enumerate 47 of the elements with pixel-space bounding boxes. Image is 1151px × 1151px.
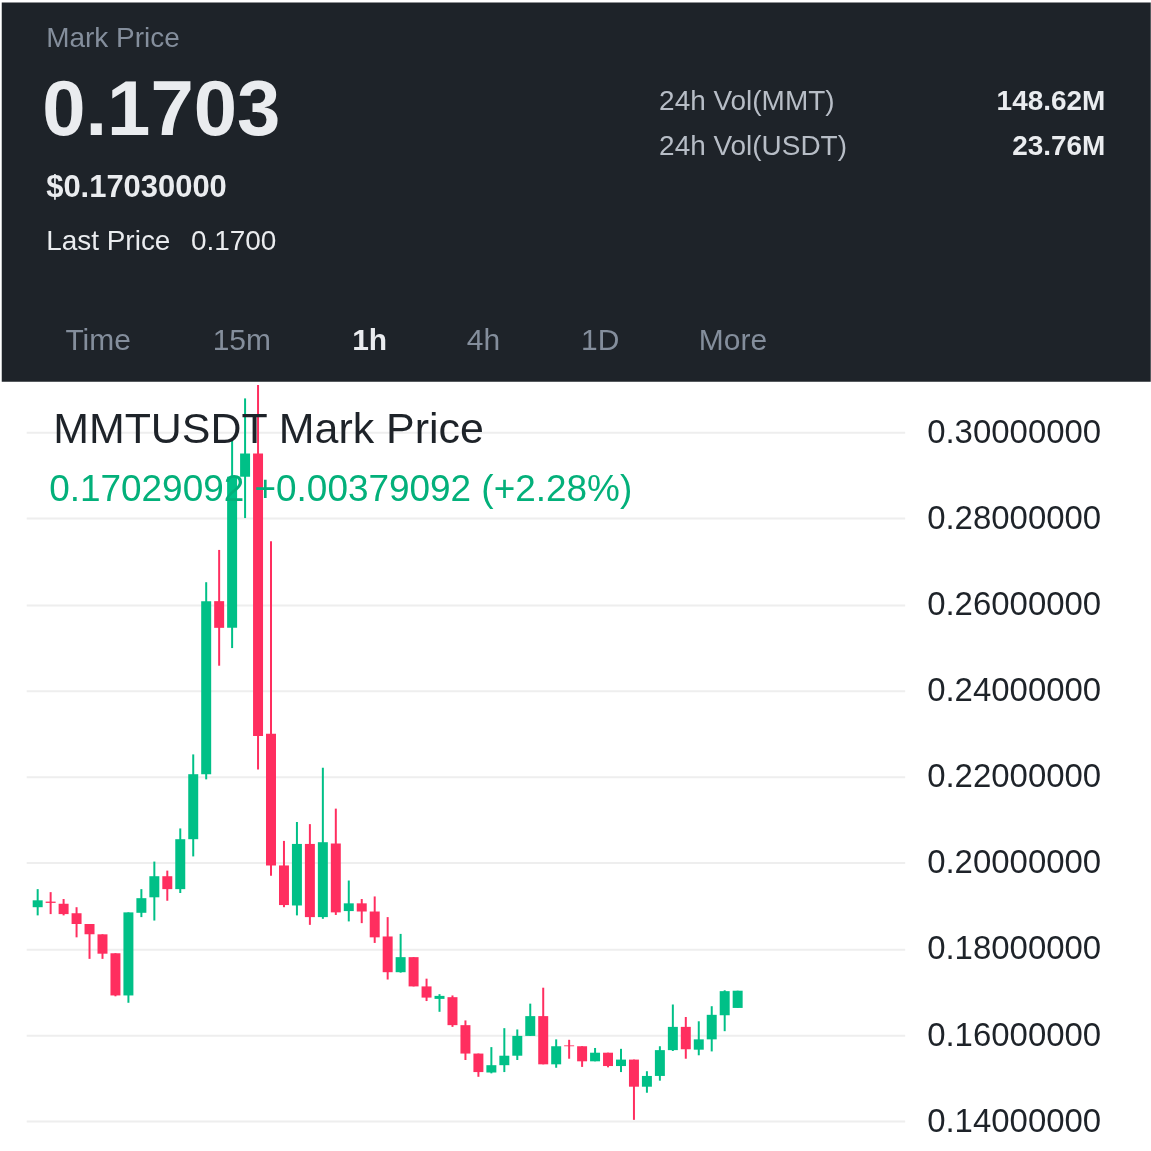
y-tick-label: 0.18000000 [927,929,1102,967]
candlestick [97,933,108,960]
y-tick-label: 0.26000000 [927,585,1102,623]
candlestick [149,860,160,922]
y-tick-label: 0.30000000 [927,412,1102,450]
candlestick [577,1045,588,1068]
candlestick [641,1070,652,1094]
y-tick-label: 0.14000000 [927,1101,1102,1139]
text: Last Price [46,224,171,256]
candlestick [356,898,367,925]
candlestick [84,923,95,960]
text: 15m [212,323,271,357]
candlestick [693,1020,704,1057]
candlestick [136,888,147,919]
candlestick [421,977,432,1003]
y-tick-label: 0.16000000 [927,1015,1102,1053]
y-tick-label: 0.24000000 [927,671,1102,709]
candlestick [343,879,354,923]
text: 4h [466,323,501,357]
text: 24h Vol(MMT) [659,84,835,116]
candlestick [512,1028,523,1062]
text: 1h [352,323,388,357]
text: 0.1700 [190,224,277,256]
candlestick [395,932,406,974]
candlestick [551,1038,562,1069]
candlestick [616,1047,626,1074]
candlestick [564,1038,575,1060]
text: More [698,323,768,357]
text: Mark Price [46,21,180,53]
y-tick-label: 0.22000000 [927,757,1102,795]
text: 24h Vol(USDT) [659,129,847,161]
text: 148.62M [996,84,1106,116]
candlestick [680,1015,691,1060]
text: 23.76M [1012,129,1106,161]
text: 1D [581,323,620,357]
candlestick [162,869,173,902]
text: 0.1703 [42,64,281,151]
candlestick [525,1002,536,1037]
candlestick [499,1027,510,1074]
candlestick [71,906,82,939]
y-tick-label: 0.28000000 [927,498,1102,536]
candlestick [32,888,43,917]
text: $0.17030000 [46,168,227,204]
candlestick [486,1046,497,1075]
text: Time [65,323,131,357]
candlestick [667,1003,678,1052]
y-tick-label: 0.20000000 [927,843,1102,881]
